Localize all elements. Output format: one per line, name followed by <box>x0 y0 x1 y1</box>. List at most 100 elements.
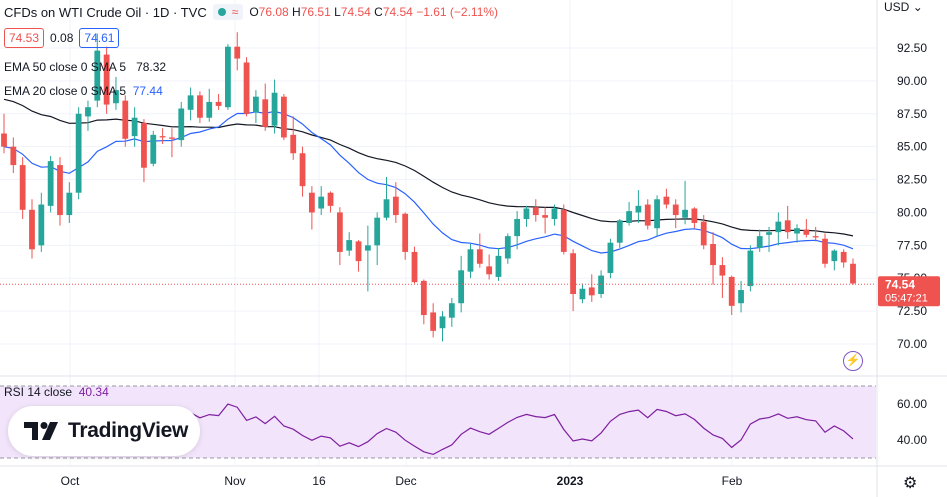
candle-body <box>262 99 269 127</box>
price-tick-label: 85.00 <box>897 140 927 154</box>
candle <box>262 83 269 131</box>
candle <box>551 204 558 226</box>
candle-body <box>215 101 222 106</box>
candle <box>178 101 185 147</box>
candle <box>392 182 399 223</box>
candle-body <box>411 251 418 283</box>
candle-body <box>598 275 604 295</box>
candle-body <box>747 250 754 287</box>
time-tick-label: Nov <box>224 474 245 488</box>
candle-body <box>85 107 91 117</box>
candle <box>598 270 604 298</box>
countdown-label: 05:47:21 <box>885 292 928 304</box>
open-label: O <box>249 5 259 19</box>
candle <box>756 229 763 252</box>
candle-body <box>812 236 819 238</box>
last-price-badge <box>878 276 940 307</box>
low-label: L <box>334 5 341 19</box>
ema50-legend[interactable]: EMA 50 close 0 SMA 5 78.32 <box>4 60 166 74</box>
candle-body <box>243 62 250 114</box>
candle <box>682 180 688 225</box>
ema50-path <box>3 98 854 237</box>
buy-button[interactable]: 74.61 <box>79 28 120 48</box>
candle-body <box>523 208 530 220</box>
candle-body <box>253 96 259 113</box>
candle <box>486 254 493 280</box>
market-status[interactable]: ≈ <box>212 4 244 20</box>
ema20-line <box>3 110 854 254</box>
candle <box>243 57 250 117</box>
candle-body <box>234 46 241 59</box>
candle <box>38 192 45 252</box>
candle <box>700 215 707 250</box>
candle <box>383 176 390 221</box>
candle <box>299 146 306 197</box>
candle <box>131 107 138 147</box>
candle-body <box>131 117 138 137</box>
tradingview-logo[interactable]: TradingView <box>8 406 200 456</box>
candle <box>542 207 549 234</box>
candle-body <box>700 221 707 246</box>
candle <box>728 275 735 316</box>
sell-button[interactable]: 74.53 <box>4 28 45 48</box>
candle <box>514 211 521 250</box>
candle-body <box>355 241 362 262</box>
price-tick-label: 77.50 <box>897 238 927 252</box>
candle <box>150 130 157 167</box>
candle <box>504 233 511 264</box>
candle-body <box>122 100 129 139</box>
candle <box>775 212 782 246</box>
currency-selector[interactable]: USD ⌄ <box>884 0 923 14</box>
ema20-legend[interactable]: EMA 20 close 0 SMA 5 77.44 <box>4 84 163 98</box>
candle-body <box>364 245 371 251</box>
candle-body <box>542 215 549 218</box>
rsi-line <box>134 403 854 456</box>
candle-body <box>682 209 688 218</box>
candle-body <box>75 113 82 193</box>
candle <box>607 238 614 279</box>
candle-body <box>616 220 623 243</box>
candle <box>523 205 530 227</box>
price-tick-label: 92.50 <box>897 41 927 55</box>
lightning-icon[interactable]: ⚡ <box>843 351 863 371</box>
candle-body <box>486 266 493 275</box>
candle <box>784 205 791 239</box>
rsi-tick-label: 40.00 <box>897 433 927 447</box>
candle <box>588 274 595 302</box>
rsi-legend[interactable]: RSI 14 close 40.34 <box>4 385 109 399</box>
candle-body <box>225 46 231 108</box>
symbol-title[interactable]: CFDs on WTI Crude Oil · 1D · TVC <box>4 4 207 20</box>
candle-body <box>728 276 735 306</box>
candle-body <box>10 146 17 166</box>
candle <box>355 240 362 272</box>
candle <box>691 207 698 229</box>
candle <box>616 219 623 248</box>
candle-body <box>476 249 483 264</box>
price-tick-label: 70.00 <box>897 337 927 351</box>
candle <box>644 199 651 230</box>
candle <box>719 257 726 298</box>
candle <box>94 33 101 108</box>
candle <box>458 255 465 313</box>
price-tick-label: 72.50 <box>897 304 927 318</box>
open-value: 76.08 <box>258 5 289 19</box>
gear-icon[interactable]: ⚙ <box>903 475 918 492</box>
candle-body <box>514 219 521 237</box>
logo-text: TradingView <box>68 419 189 442</box>
time-tick-label: 16 <box>312 474 326 488</box>
candle-body <box>532 207 539 216</box>
candle <box>831 249 838 271</box>
candle <box>476 233 483 268</box>
candle-body <box>103 54 110 105</box>
candle <box>280 94 287 141</box>
candle <box>271 79 278 134</box>
candle <box>439 311 446 342</box>
candle <box>215 94 222 110</box>
candle-body <box>756 236 763 248</box>
change-value: −1.61 (−2.11%) <box>416 5 499 19</box>
candle <box>327 191 334 213</box>
candle-body <box>159 136 166 138</box>
price-tick-label: 90.00 <box>897 74 927 88</box>
candle <box>206 88 213 122</box>
candle-body <box>38 204 45 246</box>
